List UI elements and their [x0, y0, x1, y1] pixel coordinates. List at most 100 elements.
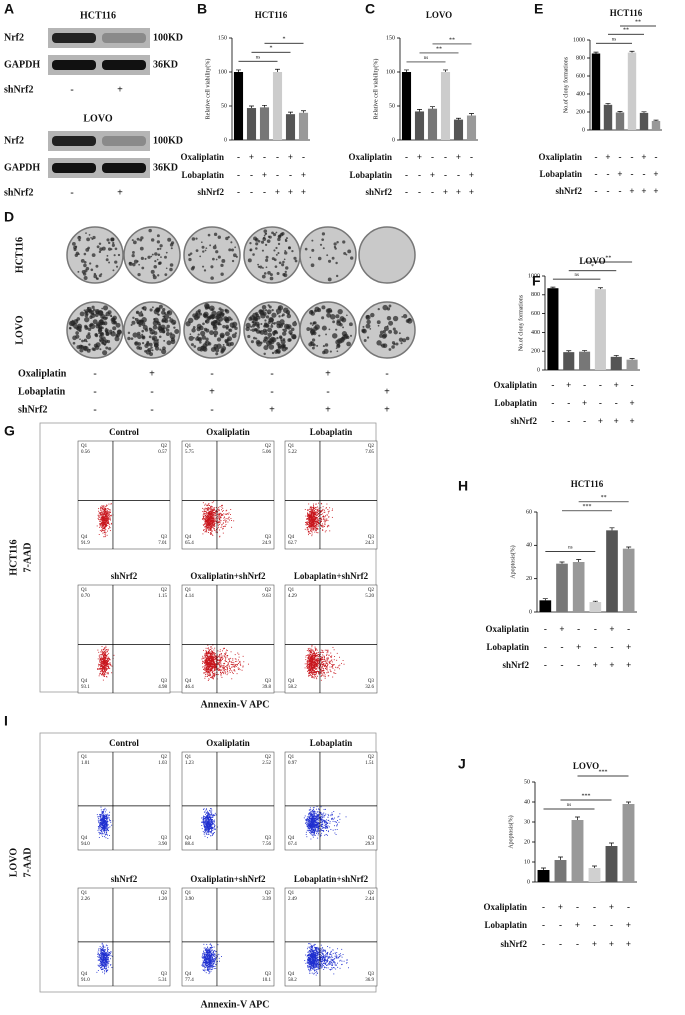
event-dot [212, 673, 214, 675]
event-dot [218, 659, 220, 661]
event-dot [211, 517, 213, 518]
event-dot [102, 508, 104, 510]
event-dot [209, 524, 211, 526]
event-dot [315, 512, 317, 513]
event-dot [308, 517, 310, 518]
colony-dot [92, 319, 98, 325]
event-dot [320, 658, 322, 660]
colony-dot [319, 243, 323, 246]
event-dot [205, 652, 207, 654]
event-dot [209, 532, 211, 534]
colony-dot [275, 231, 278, 234]
colony-dot [269, 273, 273, 277]
colony-dot [395, 342, 399, 346]
event-dot [208, 651, 210, 653]
colony-dot [189, 252, 193, 255]
colony-dot [130, 337, 134, 341]
colony-dot [154, 252, 158, 256]
event-dot [323, 516, 325, 518]
event-dot [103, 661, 105, 663]
event-dot [207, 661, 209, 663]
colony-dot [336, 241, 339, 244]
event-dot [204, 654, 206, 656]
colony-dot [158, 326, 163, 331]
event-dot [209, 653, 211, 654]
event-dot [212, 520, 214, 522]
colony-dot [205, 304, 210, 309]
event-dot [211, 510, 213, 511]
event-dot [311, 661, 313, 663]
event-dot [213, 653, 215, 655]
event-dot [317, 660, 319, 662]
event-dot [209, 665, 211, 666]
colony-dot [275, 253, 278, 256]
event-dot [229, 519, 230, 521]
event-dot [103, 656, 105, 658]
colony-dot [258, 309, 264, 315]
event-dot [100, 825, 102, 826]
event-dot [321, 523, 323, 525]
event-dot [207, 525, 209, 526]
colony-dot [202, 322, 205, 326]
colony-dot [402, 338, 407, 343]
event-dot [313, 674, 315, 676]
event-dot [309, 673, 311, 675]
event-dot [211, 668, 213, 670]
event-dot [102, 659, 104, 661]
event-dot [328, 655, 330, 657]
event-dot [204, 519, 206, 521]
colony-dot [398, 337, 404, 342]
event-dot [312, 652, 314, 654]
event-dot [319, 671, 321, 673]
event-dot [312, 513, 314, 515]
event-dot [307, 662, 308, 664]
event-dot [222, 504, 223, 506]
event-dot [311, 514, 312, 516]
event-dot [206, 519, 208, 521]
colony-dot [270, 339, 275, 345]
event-dot [323, 521, 325, 523]
event-dot [315, 524, 317, 526]
event-dot [203, 665, 205, 667]
event-dot [324, 509, 325, 511]
colony-dot [144, 257, 147, 260]
event-dot [102, 653, 104, 654]
event-dot [212, 657, 214, 659]
event-dot [208, 653, 210, 655]
event-dot [329, 662, 331, 664]
event-dot [105, 516, 107, 518]
event-dot [312, 525, 314, 527]
event-dot [104, 510, 106, 512]
event-dot [307, 661, 309, 663]
colony-dot [169, 333, 176, 340]
event-dot [317, 658, 319, 660]
event-dot [315, 513, 317, 515]
event-dot [107, 520, 109, 521]
quadrant-value: 5.22 [288, 450, 297, 455]
event-dot [104, 676, 106, 677]
event-dot [108, 652, 110, 654]
event-dot [327, 525, 329, 527]
colony-dot [287, 312, 290, 315]
event-dot [210, 664, 211, 666]
plot-title: Lobaplatin [310, 427, 353, 437]
colony-dot [213, 232, 218, 237]
event-dot [325, 530, 327, 532]
event-dot [315, 654, 317, 656]
event-dot [209, 512, 211, 514]
event-dot [212, 653, 214, 655]
event-dot [320, 510, 322, 512]
event-dot [309, 514, 311, 516]
colony-dot [151, 253, 154, 256]
event-dot [206, 663, 208, 665]
colony-dot [165, 327, 168, 330]
event-dot [231, 526, 233, 528]
quadrant-name: Q2 [265, 444, 272, 449]
event-dot [212, 652, 214, 654]
event-dot [327, 651, 329, 653]
event-dot [225, 652, 227, 654]
event-dot [224, 660, 226, 662]
event-dot [316, 513, 317, 515]
event-dot [105, 645, 107, 647]
quadrant-value: 1.15 [158, 594, 167, 599]
